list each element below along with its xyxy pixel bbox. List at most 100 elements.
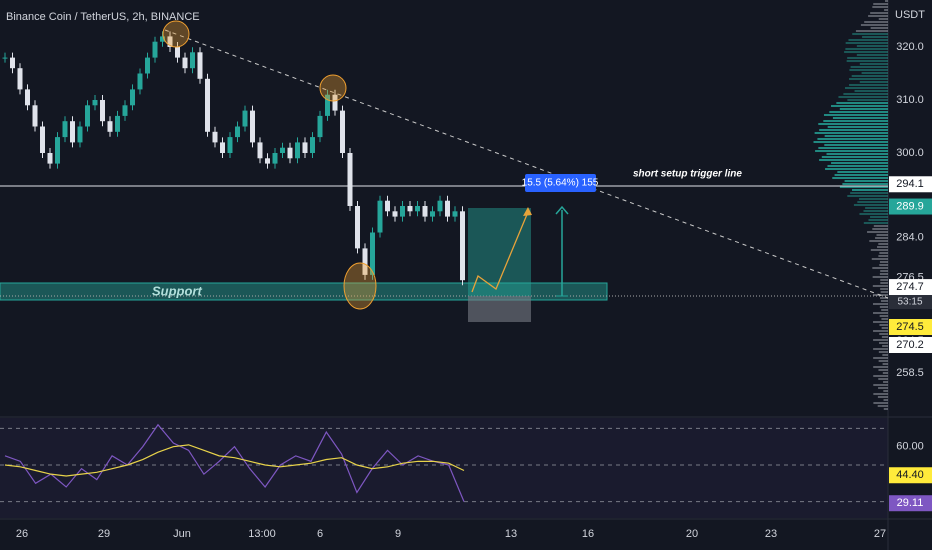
profile-bar [873,321,888,323]
profile-bar [859,198,888,200]
candle-body [370,232,375,275]
profile-bar [883,381,888,383]
profile-bar [879,252,888,254]
profile-bar [872,267,888,269]
time-tick-label: Jun [173,528,191,540]
profile-bar [879,264,888,266]
candle-body [190,52,195,69]
trigger-price-box [889,176,932,193]
symbol-title: Binance Coin / TetherUS, 2h, BINANCE [6,11,200,23]
time-tick-label: 13 [505,528,517,540]
profile-bar [879,273,888,275]
arrow-head [523,207,532,216]
highlight-circle [162,20,190,48]
profile-bar [829,111,888,113]
low-price: 270.2 [896,339,924,351]
time-tick-label: 29 [98,528,110,540]
profile-bar [881,327,888,329]
candle-body [265,158,270,164]
candle-body [70,121,75,143]
profile-bar [857,201,888,203]
profile-bar [878,378,888,380]
profile-bar [877,405,888,407]
rsi-value-label: 29.11 [897,497,924,509]
profile-bar [880,270,888,272]
support-label: Support [152,283,202,298]
rsi-ma-line [4,444,465,477]
profile-bar [862,36,888,38]
candle-body [362,248,368,275]
candle-body [85,105,90,127]
profile-bar [867,231,888,233]
profile-bar [847,99,888,101]
profile-bar [873,375,888,377]
candle-body [340,110,345,153]
profile-bar [852,189,888,191]
profile-bar [823,114,888,116]
candle-body [182,57,188,69]
candle-body [220,142,225,153]
profile-bar [843,93,888,95]
profile-bar [873,225,888,227]
profile-bar [878,387,888,389]
candle-body [227,137,233,153]
currency: USDT [895,9,925,21]
candle-body [385,200,390,212]
measure-head [555,205,569,215]
candle-body [392,211,398,217]
profile-bar [859,63,888,65]
candle-body [62,121,68,138]
profile-bar [834,174,888,176]
rsi-ma-label: 44.40 [896,469,924,481]
profile-bar [873,384,888,386]
candle-body [17,68,23,90]
profile-bar [863,210,888,212]
profile-bar [878,18,888,20]
low-price-box [889,337,932,353]
profile-bar [882,345,888,347]
candle-body [355,206,360,249]
price-tick-label: 320.0 [896,41,924,53]
profile-bar [845,48,888,50]
current-price-box [889,198,932,215]
profile-bar [881,336,888,338]
profile-bar [879,324,888,326]
time-tick-label: 6 [317,528,323,540]
profile-bar [880,288,888,290]
profile-bar [836,102,888,104]
profile-bar [873,402,888,404]
profile-bar [880,279,888,281]
profile-bar [882,363,888,365]
candle-body [347,153,353,206]
profile-bar [850,66,888,68]
candle-body [92,100,98,106]
profile-bar [849,84,888,86]
candle-body [115,115,120,132]
candle-body [242,110,248,127]
projection-arrow [471,211,529,293]
profile-bar [815,150,888,152]
profile-bar [844,51,888,53]
profile-bar [879,315,888,317]
profile-bar [863,222,888,224]
profile-bar [865,207,888,209]
profile-bar [831,162,888,164]
profile-bar [831,105,888,107]
profile-bar [879,306,888,308]
profile-bar [827,126,888,128]
trend-line [164,29,889,299]
candle-body [422,206,428,217]
candle-body [445,200,450,217]
profile-bar [871,258,888,260]
profile-bar [832,177,888,179]
candle-body [167,36,173,47]
rsi-value-box [889,495,932,512]
profile-bar [856,45,888,47]
profile-bar [878,255,888,257]
profile-bar [882,372,888,374]
profile-bar [851,75,888,77]
candle-body [235,126,240,138]
candle-body [145,57,150,74]
profile-bar [880,300,888,302]
